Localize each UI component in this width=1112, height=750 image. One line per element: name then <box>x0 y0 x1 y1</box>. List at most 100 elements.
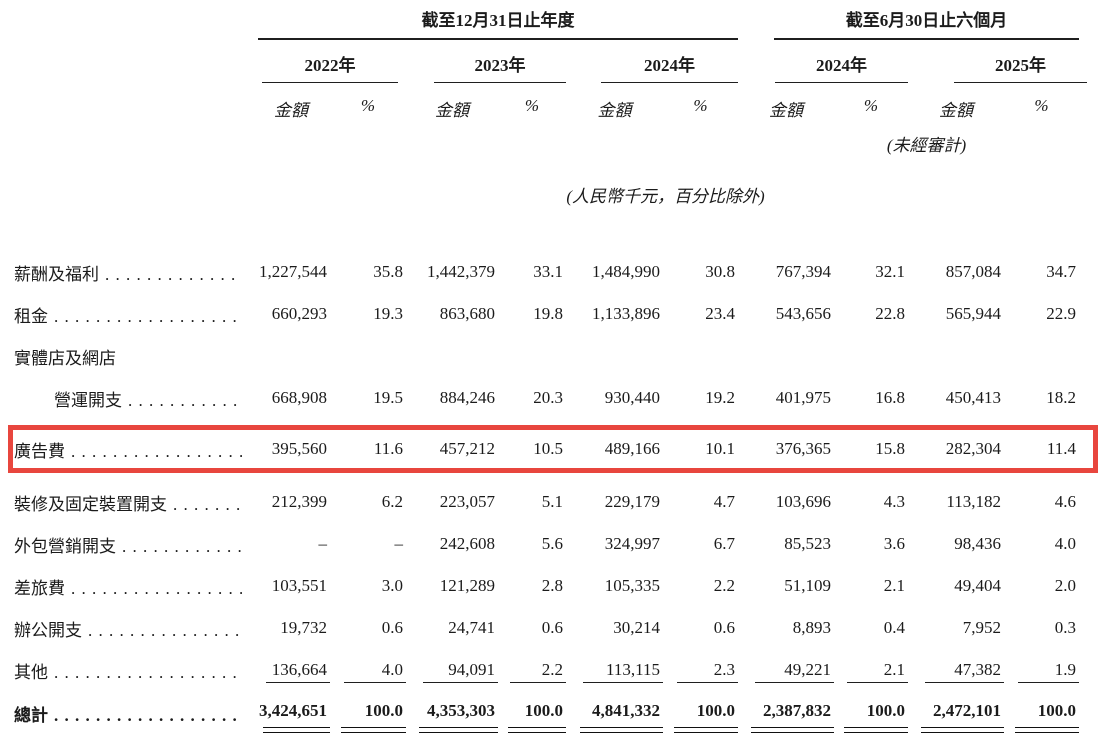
row-value: 884,246 <box>439 388 495 407</box>
row-label: 裝修及固定裝置開支 <box>14 490 252 515</box>
row-label: 外包營銷開支 <box>14 532 252 557</box>
total-value: 100.0 <box>330 701 406 733</box>
row-label-text: 總計 <box>14 706 48 725</box>
row-value: 23.4 <box>705 304 735 323</box>
row-value: 94,091 <box>406 660 498 683</box>
row-label: 差旅費 <box>14 574 252 599</box>
row-label-text: 實體店及網店 <box>14 348 116 368</box>
dot-leader <box>128 391 242 411</box>
percent-col-header: % <box>693 96 708 115</box>
row-value: 10.1 <box>705 439 735 458</box>
row-label-text: 差旅費 <box>14 578 65 598</box>
row-label: 辦公開支 <box>14 616 252 641</box>
total-value: 3,424,651 <box>252 701 330 733</box>
row-value: 1,227,544 <box>259 262 327 281</box>
row-label-text: 薪酬及福利 <box>14 264 99 284</box>
row-value: 24,741 <box>448 618 495 637</box>
row-value: 1,133,896 <box>592 304 660 323</box>
row-value: 457,212 <box>439 439 495 458</box>
amount-col-header: 金額 <box>274 101 308 120</box>
row-value: 0.6 <box>713 618 735 637</box>
total-value: 4,353,303 <box>406 701 498 733</box>
row-value: 32.1 <box>875 262 905 281</box>
row-value: 105,335 <box>604 576 660 595</box>
row-value: 19.2 <box>705 388 735 407</box>
row-label: 實體店及網店 <box>14 344 252 369</box>
row-label-text: 租金 <box>14 306 48 326</box>
row-value: – <box>318 534 328 553</box>
table-row-highlighted: 廣告費 395,560 11.6 457,212 10.5 489,166 10… <box>8 425 1098 473</box>
row-value: 1.9 <box>1004 660 1079 683</box>
table-row: 外包營銷開支 – – 242,608 5.6 324,997 6.7 85,52… <box>14 523 1079 565</box>
row-value: 242,608 <box>439 534 495 553</box>
dot-leader <box>54 663 242 683</box>
total-value: 100.0 <box>1004 701 1079 733</box>
row-value: 2.3 <box>663 660 738 683</box>
row-value: 668,908 <box>271 388 327 407</box>
row-label-text: 其他 <box>14 662 48 682</box>
row-value: 136,664 <box>252 660 330 683</box>
amount-col-header: 金額 <box>939 101 973 120</box>
total-value: 100.0 <box>498 701 567 733</box>
row-value: 930,440 <box>604 388 660 407</box>
row-label: 租金 <box>14 302 252 327</box>
dot-leader <box>71 579 242 599</box>
row-value: 103,551 <box>271 576 327 595</box>
row-value: – <box>394 534 404 553</box>
row-label-text: 裝修及固定裝置開支 <box>14 494 167 514</box>
row-value: 5.1 <box>541 492 563 511</box>
row-label-text: 辦公開支 <box>14 620 82 640</box>
row-value: 33.1 <box>533 262 563 281</box>
row-value: 1,484,990 <box>592 262 660 281</box>
percent-col-header: % <box>1034 96 1049 115</box>
dot-leader <box>173 495 242 515</box>
row-value: 543,656 <box>775 304 831 323</box>
row-value: 212,399 <box>271 492 327 511</box>
row-value: 18.2 <box>1046 388 1076 407</box>
row-value: 16.8 <box>875 388 905 407</box>
row-label-text: 廣告費 <box>14 441 65 461</box>
row-value: 2.2 <box>498 660 566 683</box>
row-value: 11.4 <box>1046 439 1076 458</box>
row-label: 廣告費 <box>14 437 252 462</box>
row-value: 19.8 <box>533 304 563 323</box>
total-value: 100.0 <box>663 701 738 733</box>
row-value: 113,115 <box>566 660 663 683</box>
row-value: 0.6 <box>541 618 563 637</box>
row-value: 6.7 <box>713 534 735 553</box>
row-value: 229,179 <box>604 492 660 511</box>
percent-col-header: % <box>863 96 879 115</box>
total-value: 100.0 <box>834 701 908 733</box>
row-value: 30,214 <box>613 618 660 637</box>
row-value: 49,404 <box>954 576 1001 595</box>
dot-leader <box>54 706 242 726</box>
row-value: 34.7 <box>1046 262 1076 281</box>
row-value: 6.2 <box>381 492 403 511</box>
total-value: 4,841,332 <box>566 701 663 733</box>
total-row: 總計 3,424,651 100.0 4,353,303 100.0 4,841… <box>14 691 1079 747</box>
dot-leader <box>71 442 242 462</box>
amount-col-header: 金額 <box>769 101 803 120</box>
table-row: 租金 660,293 19.3 863,680 19.8 1,133,896 2… <box>14 293 1079 335</box>
table-row: 差旅費 103,551 3.0 121,289 2.8 105,335 2.2 … <box>14 565 1079 607</box>
row-value: 857,084 <box>945 262 1001 281</box>
table-row: 營運開支 668,908 19.5 884,246 20.3 930,440 1… <box>14 377 1079 419</box>
row-value: 489,166 <box>604 439 660 458</box>
row-value: 2.1 <box>834 660 908 683</box>
row-label: 其他 <box>14 658 252 683</box>
row-label-text: 外包營銷開支 <box>14 536 116 556</box>
row-value: 401,975 <box>775 388 831 407</box>
table-row: 實體店及網店 <box>14 335 1079 377</box>
row-value: 4.3 <box>883 492 905 511</box>
row-value: 395,560 <box>271 439 327 458</box>
dot-leader <box>54 307 242 327</box>
row-value: 98,436 <box>954 534 1001 553</box>
table-row: 裝修及固定裝置開支 212,399 6.2 223,057 5.1 229,17… <box>14 481 1079 523</box>
total-row-label: 總計 <box>14 701 252 726</box>
row-value: 19,732 <box>280 618 327 637</box>
row-label-text: 營運開支 <box>54 390 122 410</box>
row-value: 2.1 <box>883 576 905 595</box>
row-label: 薪酬及福利 <box>14 260 252 285</box>
row-value: 19.5 <box>373 388 403 407</box>
interim-period-title: 截至6月30日止六個月 <box>845 11 1008 30</box>
